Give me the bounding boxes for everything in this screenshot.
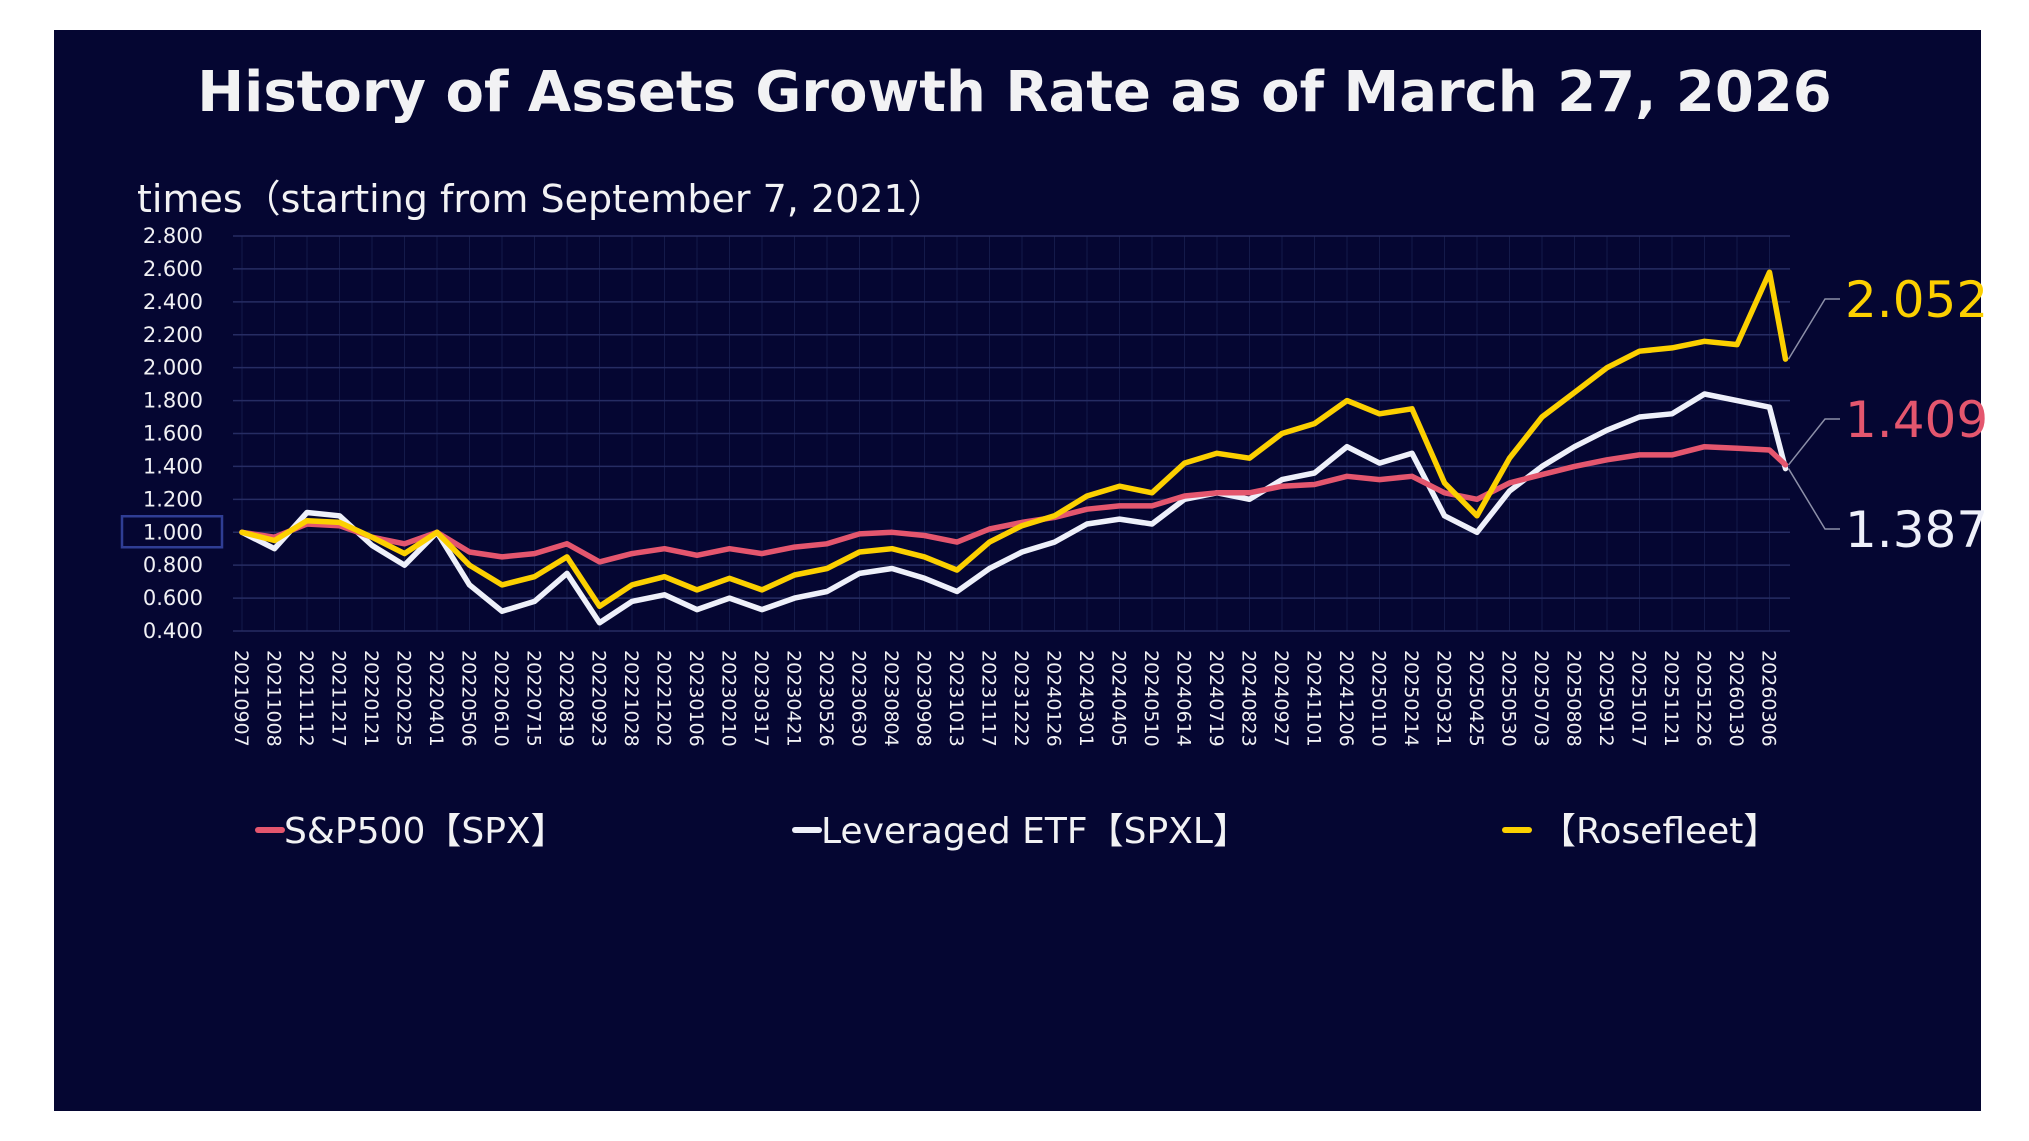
x-tick-label: 20220715 [523, 650, 545, 747]
x-tick-label: 20231222 [1010, 650, 1032, 747]
end-value-label: 2.052 [1845, 271, 1988, 329]
leader-line [1787, 418, 1840, 466]
leader-line [1787, 298, 1840, 360]
x-tick-label: 20250425 [1465, 650, 1487, 747]
x-tick-label: 20250808 [1563, 650, 1585, 747]
legend-label: 【Rosefleet】 [1540, 811, 1779, 852]
x-tick-label: 20240719 [1205, 650, 1227, 747]
x-tick-label: 20211112 [295, 650, 317, 747]
x-axis-ticks: 20210907 20211008 20211112 20211217 20220121… [230, 650, 1780, 747]
series-line-0 [239, 443, 1789, 565]
y-tick-label: 2.400 [143, 290, 203, 314]
x-tick-label: 20220923 [588, 650, 610, 747]
legend-label: S&P500【SPX】 [284, 811, 567, 852]
x-tick-label: 20250214 [1400, 650, 1422, 747]
x-tick-label: 20251121 [1660, 650, 1682, 747]
y-tick-label: 0.400 [143, 619, 203, 643]
x-tick-label: 20240510 [1140, 650, 1162, 747]
y-tick-label: 1.200 [143, 487, 203, 511]
series-line-1 [239, 391, 1789, 626]
chart-title: History of Assets Growth Rate as of Marc… [197, 60, 1832, 125]
y-tick-label: 1.800 [143, 389, 203, 413]
x-tick-label: 20241206 [1335, 650, 1357, 747]
series-line-2 [239, 269, 1789, 610]
x-tick-label: 20241101 [1303, 650, 1325, 747]
x-tick-label: 20231117 [978, 650, 1000, 747]
highlight-box [120, 515, 224, 549]
x-tick-label: 20250703 [1530, 650, 1552, 747]
x-tick-label: 20230317 [750, 650, 772, 747]
series-lines [239, 269, 1789, 626]
x-tick-label: 20211008 [263, 650, 285, 747]
x-tick-label: 20240126 [1043, 650, 1065, 747]
y-axis-label: times（starting from September 7, 2021） [137, 177, 946, 221]
x-tick-label: 20230908 [913, 650, 935, 747]
x-tick-label: 20220819 [555, 650, 577, 747]
x-tick-label: 20250321 [1433, 650, 1455, 747]
y-tick-label: 2.800 [143, 224, 203, 248]
end-value-label: 1.409 [1845, 391, 1988, 449]
x-tick-label: 20240405 [1108, 650, 1130, 747]
chart-panel [54, 30, 1981, 1111]
x-tick-label: 20240823 [1238, 650, 1260, 747]
x-tick-label: 20221028 [620, 650, 642, 747]
y-axis-ticks: 2.800 2.600 2.400 2.200 2.000 1.800 1.600 1.400… [120, 224, 224, 643]
y-tick-label: 2.200 [143, 323, 203, 347]
y-tick-label: 0.600 [143, 586, 203, 610]
x-tick-label: 20220506 [458, 650, 480, 747]
x-tick-label: 20250530 [1498, 650, 1520, 747]
leader-line [1787, 468, 1840, 530]
x-tick-label: 20230210 [718, 650, 740, 747]
x-tick-label: 20220225 [393, 650, 415, 747]
legend: S&P500【SPX】 Leveraged ETF【SPXL】 【Rosefleet… [255, 811, 1779, 852]
x-tick-label: 20230421 [783, 650, 805, 747]
x-tick-label: 20250110 [1368, 650, 1390, 747]
y-tick-label: 1.600 [143, 422, 203, 446]
x-tick-label: 20210907 [230, 650, 252, 747]
y-tick-label: 0.800 [143, 553, 203, 577]
end-value-label: 1.387 [1845, 501, 1988, 559]
x-tick-label: 20250912 [1595, 650, 1617, 747]
x-tick-label: 20211217 [328, 650, 350, 747]
x-tick-label: 20220610 [490, 650, 512, 747]
x-tick-label: 20240614 [1173, 650, 1195, 747]
x-tick-label: 20221202 [653, 650, 675, 747]
y-tick-label: 1.000 [143, 520, 203, 544]
end-labels: 1.409 1.387 2.052 [1787, 271, 1988, 559]
x-tick-label: 20240301 [1075, 650, 1097, 747]
x-tick-label: 20230526 [815, 650, 837, 747]
x-tick-label: 20220121 [360, 650, 382, 747]
legend-label: Leveraged ETF【SPXL】 [821, 811, 1249, 852]
x-tick-label: 20220401 [425, 650, 447, 747]
x-tick-label: 20230630 [848, 650, 870, 747]
x-tick-label: 20231013 [945, 650, 967, 747]
y-tick-label: 2.000 [143, 356, 203, 380]
x-tick-label: 20230106 [685, 650, 707, 747]
y-tick-label: 2.600 [143, 257, 203, 281]
x-tick-label: 20251017 [1628, 650, 1650, 747]
x-tick-label: 20260306 [1758, 650, 1780, 747]
gridlines [233, 235, 1790, 632]
x-tick-label: 20260130 [1725, 650, 1747, 747]
x-tick-label: 20240927 [1270, 650, 1292, 747]
y-tick-label: 1.400 [143, 454, 203, 478]
x-tick-label: 20230804 [880, 650, 902, 747]
x-tick-label: 20251226 [1693, 650, 1715, 747]
